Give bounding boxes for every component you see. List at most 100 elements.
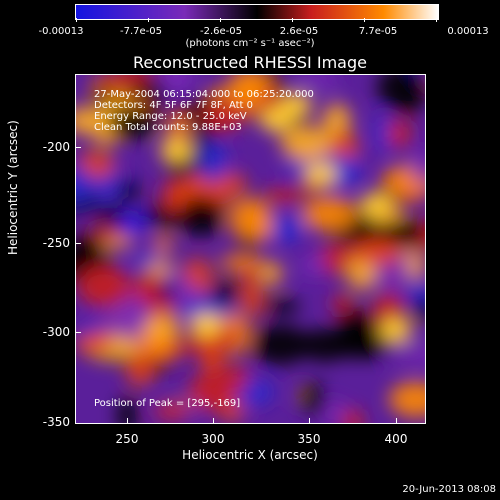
- bright-source-blob: [190, 313, 222, 337]
- intensity-blob: [300, 255, 327, 276]
- intensity-blob: [136, 281, 159, 304]
- intensity-blob: [263, 298, 301, 314]
- intensity-blob: [117, 396, 137, 423]
- bright-source-blob: [280, 93, 312, 117]
- y-tickmark: [75, 147, 81, 148]
- energy-range-annotation: Energy Range: 12.0 - 25.0 keV: [94, 111, 247, 122]
- colorbar-tickmark: [220, 18, 221, 22]
- intensity-blob: [412, 149, 425, 187]
- intensity-blob: [240, 275, 264, 317]
- intensity-blob: [373, 219, 425, 246]
- intensity-blob: [210, 279, 238, 306]
- bright-source-blob: [360, 193, 392, 217]
- clean-counts-annotation: Clean Total counts: 9.88E+03: [94, 122, 242, 133]
- y-axis-label: Heliocentric Y (arcsec): [6, 120, 20, 255]
- y-tickmark: [75, 332, 81, 333]
- intensity-blob: [270, 214, 303, 244]
- x-tickmark: [127, 418, 128, 424]
- y-tick-label: -250: [42, 236, 70, 250]
- intensity-blob: [76, 333, 112, 354]
- intensity-blob: [331, 293, 354, 314]
- intensity-blob: [153, 402, 190, 421]
- intensity-blob: [131, 253, 162, 266]
- rhessi-image-map: [76, 75, 425, 423]
- colorbar-tickmark: [292, 18, 293, 22]
- intensity-blob: [229, 197, 266, 240]
- bright-source-blob: [380, 318, 412, 342]
- time-range-annotation: 27-May-2004 06:15:04.000 to 06:25:20.000: [94, 89, 314, 100]
- intensity-blob: [197, 141, 228, 184]
- colorbar-tick-label: 0.00013: [447, 26, 489, 37]
- intensity-blob: [301, 196, 357, 232]
- intensity-blob: [229, 75, 271, 103]
- intensity-blob: [155, 285, 178, 299]
- timestamp-footer: 20-Jun-2013 08:08: [402, 484, 496, 495]
- intensity-blob: [310, 75, 338, 88]
- intensity-blob: [76, 106, 97, 135]
- bright-source-blob: [305, 163, 337, 187]
- intensity-blob: [157, 75, 194, 93]
- y-tick-label: -350: [42, 415, 70, 429]
- intensity-blob: [297, 75, 315, 87]
- intensity-blob: [389, 381, 425, 418]
- colorbar-tick-label: 7.7e-05: [358, 26, 398, 37]
- intensity-blob: [218, 255, 265, 270]
- intensity-blob: [341, 408, 363, 423]
- intensity-blob: [188, 372, 235, 412]
- intensity-blob: [260, 261, 282, 286]
- intensity-blob: [405, 283, 425, 303]
- negative-minimum-blob: [117, 215, 145, 235]
- intensity-blob: [198, 333, 223, 371]
- intensity-blob: [386, 344, 425, 365]
- colorbar: [75, 4, 439, 20]
- y-tick-label: -200: [42, 140, 70, 154]
- intensity-blob: [261, 188, 306, 204]
- colorbar-tick-label: 2.6e-05: [279, 26, 319, 37]
- intensity-blob: [387, 119, 412, 148]
- x-tick-label: 400: [384, 432, 408, 446]
- bright-source-blob: [260, 108, 292, 132]
- peak-position-annotation: Position of Peak = [295,-169]: [94, 398, 241, 409]
- bright-source-blob: [160, 138, 192, 162]
- intensity-blob: [317, 243, 357, 276]
- y-tickmark: [75, 243, 81, 244]
- colorbar-tickmark: [436, 18, 437, 22]
- x-tick-label: 350: [297, 432, 321, 446]
- y-tick-label: -300: [42, 325, 70, 339]
- intensity-blob: [351, 239, 403, 265]
- colorbar-tickmark: [76, 18, 77, 22]
- colorbar-tick-label: -0.00013: [38, 26, 84, 37]
- intensity-blob: [167, 118, 190, 141]
- colorbar-units-label: (photons cm⁻² s⁻¹ asec⁻²): [185, 38, 315, 49]
- x-axis-label: Heliocentric X (arcsec): [182, 448, 318, 462]
- x-tickmark: [309, 418, 310, 424]
- colorbar-tickmark: [148, 18, 149, 22]
- intensity-blob: [251, 324, 310, 366]
- intensity-blob: [76, 166, 92, 205]
- colorbar-tick-label: -2.6e-05: [200, 26, 242, 37]
- image-title: Reconstructed RHESSI Image: [133, 53, 367, 72]
- x-tickmark: [396, 418, 397, 424]
- x-tick-label: 250: [115, 432, 139, 446]
- intensity-blob: [106, 105, 159, 139]
- intensity-blob: [376, 75, 425, 109]
- intensity-blob: [202, 98, 244, 132]
- intensity-blob: [76, 234, 104, 264]
- x-tickmark: [213, 418, 214, 424]
- intensity-blob: [301, 382, 326, 419]
- intensity-blob: [374, 114, 391, 153]
- x-tick-label: 300: [201, 432, 225, 446]
- intensity-blob: [117, 178, 139, 202]
- intensity-blob: [280, 125, 332, 161]
- intensity-blob: [94, 75, 146, 87]
- intensity-blob: [322, 102, 351, 140]
- intensity-blob: [300, 328, 349, 363]
- intensity-blob: [125, 351, 155, 387]
- intensity-blob: [178, 196, 224, 237]
- colorbar-tick-label: -7.7e-05: [120, 26, 162, 37]
- intensity-blob: [77, 264, 130, 308]
- detectors-annotation: Detectors: 4F 5F 6F 7F 8F, Att 0: [94, 100, 254, 111]
- image-plot-area: [75, 74, 426, 424]
- intensity-blob: [153, 236, 173, 252]
- colorbar-tickmark: [364, 18, 365, 22]
